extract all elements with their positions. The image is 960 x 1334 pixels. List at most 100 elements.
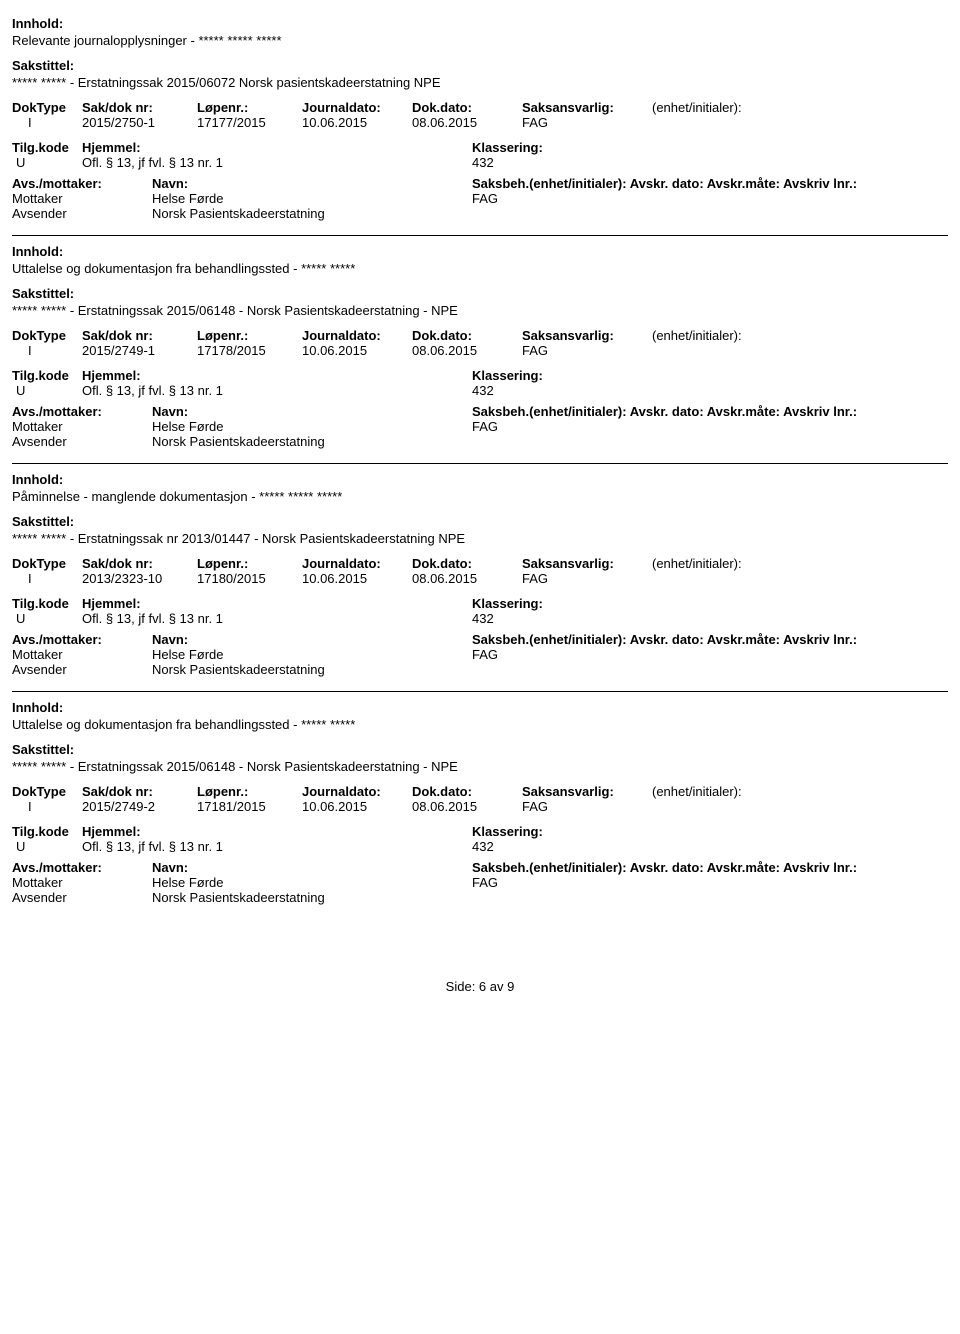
sakdok-header: Sak/dok nr: [82,784,197,799]
lopenr-header: Løpenr.: [197,784,302,799]
avsender-navn: Norsk Pasientskadeerstatning [152,434,472,449]
navn-header: Navn: [152,404,472,419]
mottaker-navn: Helse Førde [152,191,472,206]
navn-header: Navn: [152,860,472,875]
mottaker-saksbeh: FAG [472,647,592,662]
avsmottaker-header: Avs./mottaker: [12,632,152,647]
innhold-label: Innhold: [12,16,948,31]
hjemmel-value: Ofl. § 13, jf fvl. § 13 nr. 1 [82,839,472,854]
tilgkode-header: Tilg.kode [12,368,82,383]
hjemmel-value: Ofl. § 13, jf fvl. § 13 nr. 1 [82,611,472,626]
hjemmel-header: Hjemmel: [82,824,472,839]
tilgkode-header: Tilg.kode [12,824,82,839]
journaldato-value: 10.06.2015 [302,799,412,814]
enhet-value [652,343,792,358]
dokdato-header: Dok.dato: [412,556,522,571]
enhet-value [652,115,792,130]
hjemmel-header: Hjemmel: [82,140,472,155]
lopenr-value: 17181/2015 [197,799,302,814]
enhet-header: (enhet/initialer): [652,556,792,571]
klassering-header: Klassering: [472,140,672,155]
saksansvarlig-value: FAG [522,799,652,814]
avsmottaker-header: Avs./mottaker: [12,860,152,875]
lopenr-value: 17180/2015 [197,571,302,586]
doktype-value: I [12,343,82,358]
dokdato-value: 08.06.2015 [412,571,522,586]
sakstittel-text: ***** ***** - Erstatningssak 2015/06148 … [12,759,948,774]
journaldato-header: Journaldato: [302,328,412,343]
saksansvarlig-value: FAG [522,115,652,130]
avsmottaker-header: Avs./mottaker: [12,176,152,191]
tilgkode-value: U [12,383,82,398]
innhold-text: Påminnelse - manglende dokumentasjon - *… [12,489,948,504]
sakdok-value: 2013/2323-10 [82,571,197,586]
lopenr-value: 17178/2015 [197,343,302,358]
mottaker-navn: Helse Førde [152,647,472,662]
hjemmel-header: Hjemmel: [82,368,472,383]
journaldato-header: Journaldato: [302,556,412,571]
dokdato-value: 08.06.2015 [412,799,522,814]
sakdok-header: Sak/dok nr: [82,556,197,571]
doktype-header: DokType [12,784,82,799]
sakstittel-text: ***** ***** - Erstatningssak 2015/06072 … [12,75,948,90]
tilgkode-value: U [12,611,82,626]
enhet-header: (enhet/initialer): [652,328,792,343]
innhold-label: Innhold: [12,244,948,259]
doktype-header: DokType [12,100,82,115]
mottaker-label: Mottaker [12,647,152,662]
avsender-label: Avsender [12,662,152,677]
mottaker-label: Mottaker [12,875,152,890]
page-footer: Side: 6 av 9 [12,979,948,994]
sakdok-value: 2015/2749-2 [82,799,197,814]
hjemmel-value: Ofl. § 13, jf fvl. § 13 nr. 1 [82,383,472,398]
hjemmel-header: Hjemmel: [82,596,472,611]
journaldato-value: 10.06.2015 [302,115,412,130]
mottaker-saksbeh: FAG [472,191,592,206]
innhold-text: Relevante journalopplysninger - ***** **… [12,33,948,48]
klassering-value: 432 [472,383,672,398]
dokdato-value: 08.06.2015 [412,115,522,130]
dokdato-header: Dok.dato: [412,784,522,799]
saksbeh-header: Saksbeh.(enhet/initialer): Avskr. dato: … [472,404,932,419]
dokdato-header: Dok.dato: [412,100,522,115]
mottaker-saksbeh: FAG [472,419,592,434]
doktype-header: DokType [12,556,82,571]
tilgkode-header: Tilg.kode [12,596,82,611]
innhold-text: Uttalelse og dokumentasjon fra behandlin… [12,717,948,732]
avsender-navn: Norsk Pasientskadeerstatning [152,890,472,905]
sakstittel-label: Sakstittel: [12,514,948,529]
sakdok-value: 2015/2750-1 [82,115,197,130]
lopenr-header: Løpenr.: [197,556,302,571]
sakstittel-text: ***** ***** - Erstatningssak nr 2013/014… [12,531,948,546]
journaldato-header: Journaldato: [302,784,412,799]
avsender-label: Avsender [12,890,152,905]
tilgkode-value: U [12,155,82,170]
mottaker-navn: Helse Førde [152,875,472,890]
doktype-value: I [12,571,82,586]
navn-header: Navn: [152,176,472,191]
journaldato-value: 10.06.2015 [302,571,412,586]
saksansvarlig-value: FAG [522,571,652,586]
saksbeh-header: Saksbeh.(enhet/initialer): Avskr. dato: … [472,860,932,875]
innhold-text: Uttalelse og dokumentasjon fra behandlin… [12,261,948,276]
saksansvarlig-header: Saksansvarlig: [522,556,652,571]
doktype-value: I [12,799,82,814]
enhet-value [652,571,792,586]
saksbeh-header: Saksbeh.(enhet/initialer): Avskr. dato: … [472,632,932,647]
avsender-label: Avsender [12,206,152,221]
saksansvarlig-header: Saksansvarlig: [522,784,652,799]
mottaker-saksbeh: FAG [472,875,592,890]
avsender-navn: Norsk Pasientskadeerstatning [152,662,472,677]
mottaker-label: Mottaker [12,419,152,434]
journaldato-header: Journaldato: [302,100,412,115]
doktype-value: I [12,115,82,130]
dokdato-header: Dok.dato: [412,328,522,343]
klassering-value: 432 [472,839,672,854]
journal-record: Innhold: Relevante journalopplysninger -… [12,16,948,236]
avsmottaker-header: Avs./mottaker: [12,404,152,419]
navn-header: Navn: [152,632,472,647]
saksbeh-header: Saksbeh.(enhet/initialer): Avskr. dato: … [472,176,932,191]
mottaker-navn: Helse Førde [152,419,472,434]
sakstittel-text: ***** ***** - Erstatningssak 2015/06148 … [12,303,948,318]
lopenr-value: 17177/2015 [197,115,302,130]
